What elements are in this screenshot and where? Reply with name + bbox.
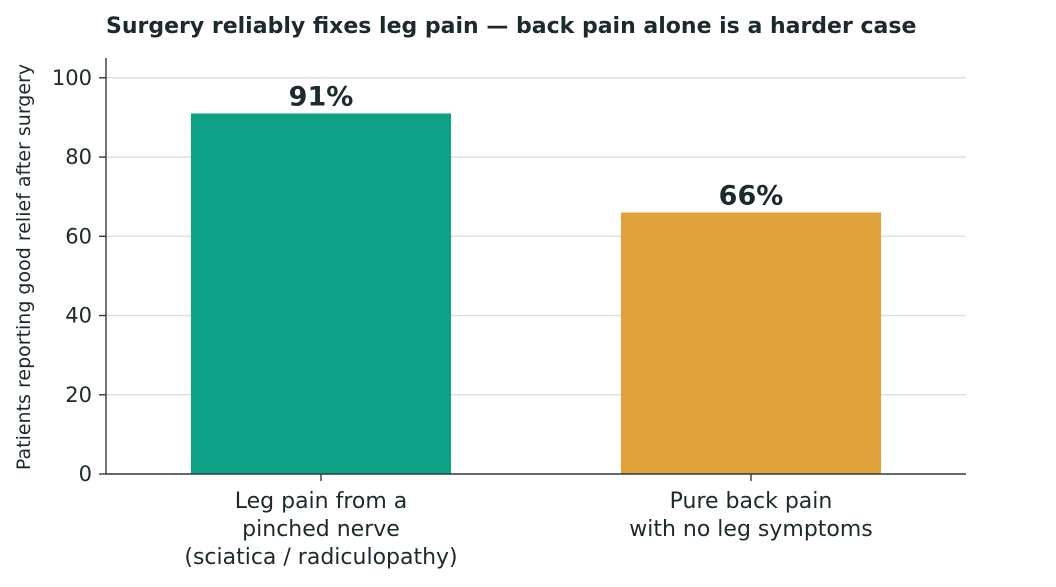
- y-axis-label: Patients reporting good relief after sur…: [13, 64, 35, 470]
- y-tick-label-20: 20: [65, 383, 92, 407]
- data-label-0: 91%: [289, 81, 354, 112]
- y-tick-label-100: 100: [52, 66, 92, 90]
- chart-title: Surgery reliably fixes leg pain — back p…: [106, 14, 916, 39]
- labels: 0 20 40 60 80 100 91% Leg pain from a pinched ne…: [52, 66, 873, 570]
- x-tick-label-0: Leg pain from a pinched nerve (sciatica / …: [184, 489, 457, 570]
- y-tick-label-60: 60: [65, 224, 92, 248]
- y-tick-label-0: 0: [79, 462, 92, 486]
- data-label-1: 66%: [719, 181, 784, 212]
- bar-0: [190, 113, 452, 474]
- bar-1: [620, 212, 882, 474]
- y-tick-label-40: 40: [65, 304, 92, 328]
- y-tick-label-80: 80: [65, 145, 92, 169]
- x-tick-label-1: Pure back pain with no leg symptoms: [629, 489, 873, 542]
- axes: [99, 58, 966, 481]
- bars: [190, 113, 882, 474]
